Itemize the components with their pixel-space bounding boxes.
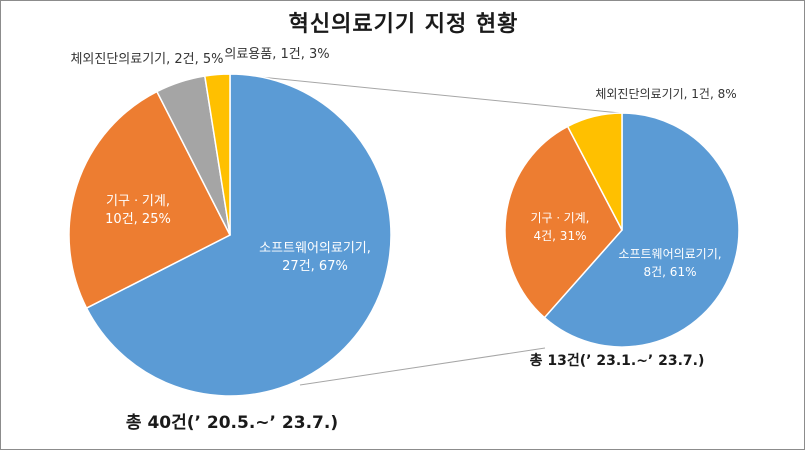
slice-label: 의료용품, 1건, 3% (224, 47, 329, 62)
pie-total: 소프트웨어의료기기, 27건, 67% 기구ㆍ기계, 10건, 25% 체외진단의료기기… (68, 47, 392, 433)
connector-top (229, 73, 621, 114)
connector-bottom (299, 347, 546, 386)
zoom-connectors (229, 73, 621, 386)
slice-label: 기구ㆍ기계, 4건, 31% (530, 211, 589, 243)
pie-caption: 총 40건(’ 20.5.~’ 23.7.) (126, 413, 338, 433)
pie-slice (85, 73, 392, 397)
chart-title: 혁신의료기기 지정 현황 (288, 12, 519, 37)
pie-caption: 총 13건(’ 23.1.~’ 23.7.) (530, 352, 705, 369)
slice-label: 소프트웨어의료기기, 27건, 67% (259, 241, 371, 274)
slice-label: 소프트웨어의료기기, 8건, 61% (618, 247, 721, 279)
pie-recent: 소프트웨어의료기기, 8건, 61% 기구ㆍ기계, 4건, 31% 체외진단의료기기, … (504, 87, 740, 369)
slice-label: 체외진단의료기기, 2건, 5% (70, 52, 223, 67)
pie-slice (543, 112, 740, 348)
slice-label: 기구ㆍ기계, 10건, 25% (105, 194, 171, 227)
pie-slice (504, 125, 623, 319)
slice-label: 체외진단의료기기, 1건, 8% (595, 87, 736, 101)
pie-slice (68, 90, 232, 310)
pie-slice (566, 112, 623, 231)
pie-slice (203, 73, 231, 236)
